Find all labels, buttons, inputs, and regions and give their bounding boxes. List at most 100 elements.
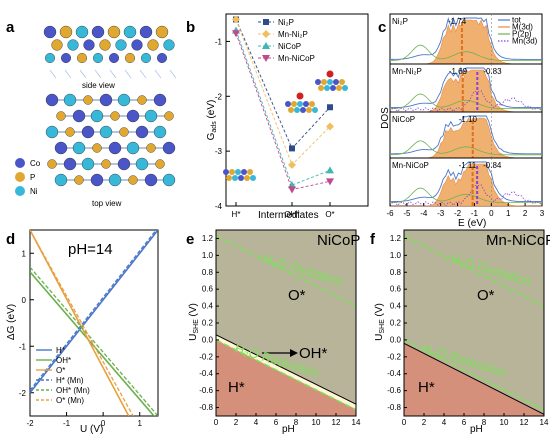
pourbaix-ytick-label: 1.2	[202, 234, 214, 243]
panel-b-xlabel: Intermediates	[258, 210, 319, 221]
top-atom	[164, 111, 174, 121]
panel-e-oh-arrow	[262, 349, 298, 357]
c-legend-label: Mn(3d)	[512, 37, 538, 46]
side-atom	[59, 25, 73, 39]
b-legend-label: NiCoP	[278, 42, 301, 51]
b-slab-atom	[235, 169, 241, 175]
panel-e-letter: e	[186, 231, 194, 248]
top-atom	[99, 93, 113, 107]
pourbaix-boundary	[403, 342, 545, 415]
pourbaix-region-oh	[216, 334, 356, 410]
side-atom	[75, 25, 89, 39]
b-oxygen-atom	[296, 92, 304, 100]
c-dband-center-label: -1.11	[459, 161, 477, 170]
b-ytick-label: -1	[215, 37, 223, 46]
pourbaix-xtick-label: 14	[352, 418, 361, 427]
panel-f-regions	[403, 230, 545, 416]
d-series-line	[30, 230, 134, 416]
panel-b-adsorbate-sketches	[223, 70, 348, 181]
b-ytick-label: -2	[215, 92, 223, 101]
panel-f-xlabel: pH	[470, 424, 483, 435]
pourbaix-xtick-label: 0	[402, 418, 407, 427]
pourbaix-ytick-label: -0.4	[199, 369, 213, 378]
b-slab-atom	[324, 85, 330, 91]
c-row-title: NiCoP	[392, 115, 415, 124]
top-atom	[56, 111, 66, 121]
top-atom	[65, 127, 75, 137]
c-row-title: Ni₂P	[392, 17, 408, 26]
pourbaix-ytick-label: 0.6	[390, 285, 402, 294]
c-xtick-label: -5	[403, 209, 411, 218]
top-atom	[117, 93, 131, 107]
panel-b-ylabel: Gads (eV)	[206, 100, 218, 141]
pourbaix-xtick-label: 14	[540, 418, 549, 427]
top-atom	[92, 143, 102, 153]
top-atom	[126, 109, 140, 123]
b-legend-label: Mn-NiCoP	[278, 54, 315, 63]
c-p2p-line	[389, 187, 542, 204]
water-reduction-line	[215, 339, 357, 411]
b-slab-atom	[223, 169, 229, 175]
pourbaix-ytick-label: -0.8	[387, 403, 401, 412]
panel-c-xlabel: E (eV)	[458, 218, 486, 229]
b-legend-marker	[262, 42, 270, 49]
top-atom	[54, 141, 68, 155]
b-slab-atom	[336, 85, 342, 91]
d-xtick-label: -2	[26, 419, 34, 428]
b-slab-atom	[247, 169, 253, 175]
d-legend-label: OH*	[56, 356, 71, 365]
top-atom	[81, 125, 95, 139]
panel-d-axes: -2 -1 0 1 1 0 -1 -2	[19, 249, 143, 428]
d-ytick-label: -1	[19, 342, 27, 351]
pourbaix-xtick-label: 2	[422, 418, 427, 427]
top-atom	[45, 125, 59, 139]
side-atom	[107, 25, 121, 39]
d-ytick-label: 1	[22, 249, 27, 258]
pourbaix-ytick-label: -0.4	[387, 369, 401, 378]
b-slab-atom	[291, 101, 297, 107]
c-p2p-line	[389, 93, 542, 110]
b-data-point	[326, 122, 334, 131]
panel-c-dos-rows: -1.74 Ni₂P -1.69 -0.83 Mn-Ni₂P -1.10 NiCoP -1.1…	[389, 13, 543, 207]
c-dband-center-label: -0.83	[483, 67, 502, 76]
panel-a-letter: a	[6, 19, 15, 36]
pourbaix-xtick-label: 6	[274, 418, 279, 427]
side-atom	[83, 39, 95, 51]
pourbaix-ytick-label: -0.8	[199, 403, 213, 412]
side-view-atoms	[43, 25, 177, 79]
panel-f: f 0 2 4 6 8 10 12 14 1.2 1.0 0.8 0.6 0.4 0.2 0.0 -0.2 -0…	[370, 229, 550, 435]
b-data-point	[326, 178, 334, 186]
c-mn3d-line	[389, 184, 543, 207]
pourbaix-ytick-label: 0.8	[202, 268, 214, 277]
pourbaix-xtick-label: 8	[482, 418, 487, 427]
b-slab-atom	[241, 169, 247, 175]
b-slab-atom	[339, 79, 345, 85]
top-atom	[45, 93, 59, 107]
atom-legend: Co P Ni	[15, 158, 41, 196]
panel-e-oh-label: OH*	[299, 345, 328, 362]
top-atom	[108, 173, 122, 187]
top-atom	[153, 125, 167, 139]
top-atom	[72, 109, 86, 123]
c-legend-label: M(3d)	[512, 23, 533, 32]
d-ytick-label: 0	[22, 296, 27, 305]
panel-d-series	[30, 230, 158, 416]
pourbaix-ytick-label: 1.0	[390, 251, 402, 260]
panel-d-xlabel: U (V)	[80, 424, 103, 435]
c-xtick-label: 3	[540, 209, 545, 218]
top-atom	[162, 141, 176, 155]
panel-d-frame	[29, 229, 159, 417]
pourbaix-ytick-label: 0.8	[390, 268, 402, 277]
b-slab-atom	[294, 107, 300, 113]
top-view-label: top view	[92, 199, 122, 208]
side-atom	[76, 53, 87, 64]
panel-e-region-h: H*	[228, 379, 245, 396]
top-atom	[153, 93, 167, 107]
c-row-title: Mn-NiCoP	[392, 161, 429, 170]
c-tot-line	[389, 66, 542, 109]
c-xtick-label: -4	[420, 209, 428, 218]
c-xtick-label: -6	[386, 209, 394, 218]
b-slab-atom	[333, 79, 339, 85]
side-bond	[109, 69, 117, 79]
top-atom	[108, 141, 122, 155]
